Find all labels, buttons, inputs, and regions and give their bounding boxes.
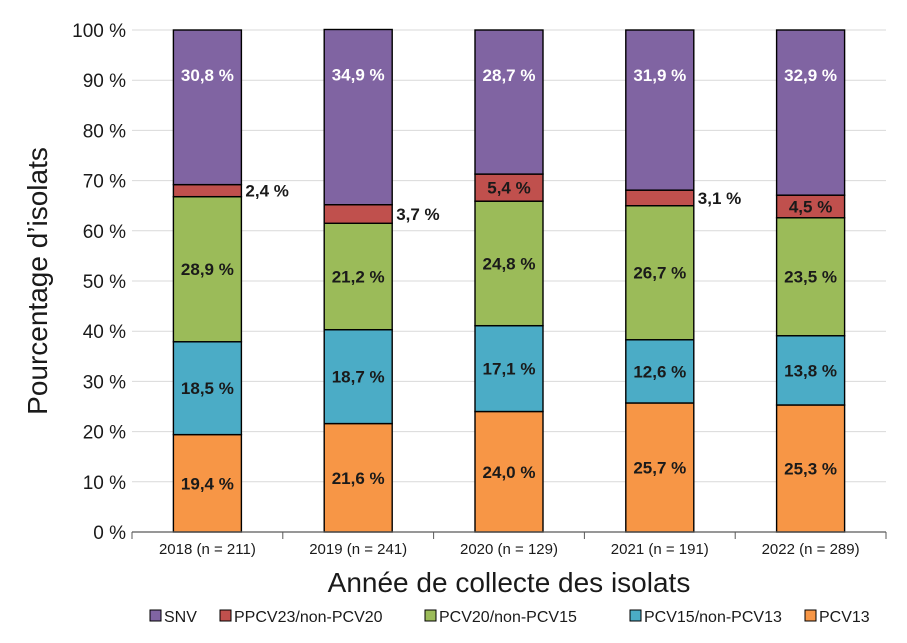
bar-segment <box>474 324 544 413</box>
data-label: 3,7 % <box>396 205 439 224</box>
x-tick-label: 2020 (n = 129) <box>460 541 558 558</box>
legend-label: PCV20/non-PCV15 <box>439 609 577 626</box>
y-tick-label: 20 % <box>83 423 126 444</box>
y-tick-label: 10 % <box>83 473 126 494</box>
bar-segment <box>323 328 393 425</box>
bar-segment <box>775 29 846 196</box>
bar-segment <box>323 422 393 533</box>
data-label: 25,3 % <box>784 459 837 478</box>
bar-segment <box>323 28 393 206</box>
bar-segment <box>775 404 846 533</box>
data-label: 25,7 % <box>633 458 686 477</box>
legend-swatch <box>804 609 817 622</box>
data-label: 3,1 % <box>698 189 741 208</box>
bar-segment <box>474 200 544 327</box>
data-label: 28,7 % <box>483 66 536 85</box>
bars: 19,4 % 18,5 % 28,9 % 2,4 % 30,8 % 21,6 % 18,7 … <box>172 28 846 533</box>
legend-swatch <box>149 609 162 622</box>
x-tick-label: 2018 (n = 211) <box>159 541 256 558</box>
data-label: 2,4 % <box>245 182 288 201</box>
data-label: 13,8 % <box>784 361 837 380</box>
data-label: 18,7 % <box>332 368 385 387</box>
bar-segment <box>775 335 846 406</box>
bar-segment <box>625 189 695 207</box>
bar-segment <box>172 341 243 436</box>
data-label: 23,5 % <box>784 268 837 287</box>
data-label: 34,9 % <box>332 65 385 84</box>
data-label: 12,6 % <box>633 362 686 381</box>
y-tick-label: 100 % <box>72 21 126 42</box>
legend-swatch <box>219 609 232 622</box>
y-tick-label: 70 % <box>83 172 126 193</box>
data-label: 5,4 % <box>487 179 530 198</box>
legend: SNV PPCV23/non-PCV20 PCV20/non-PCV15 PCV15/… <box>149 609 870 626</box>
x-tick-label: 2021 (n = 191) <box>611 541 709 558</box>
x-axis-title: Année de collecte des isolats <box>328 567 691 598</box>
y-tick-label: 30 % <box>83 372 126 393</box>
y-tick-label: 50 % <box>83 272 126 293</box>
data-label: 19,4 % <box>181 474 234 493</box>
data-label: 17,1 % <box>483 360 536 379</box>
y-axis-title: Pourcentage d’isolats <box>22 147 53 415</box>
legend-label: PCV13 <box>819 609 870 626</box>
y-tick-label: 60 % <box>83 222 126 243</box>
bar-segment <box>474 173 544 202</box>
y-tick-label: 40 % <box>83 322 126 343</box>
legend-label: PCV15/non-PCV13 <box>644 609 782 626</box>
data-label: 28,9 % <box>181 260 234 279</box>
y-tick-label: 80 % <box>83 121 126 142</box>
x-axis-ticks: 2018 (n = 211) 2019 (n = 241) 2020 (n = 12… <box>159 541 860 558</box>
y-axis-ticks: 0 % 10 % 20 % 30 % 40 % 50 % 60 % 70 % 80 % 90 % 1… <box>72 21 126 544</box>
data-label: 31,9 % <box>633 66 686 85</box>
x-tick-label: 2022 (n = 289) <box>762 541 860 558</box>
data-label: 21,2 % <box>332 267 385 286</box>
data-label: 4,5 % <box>789 197 832 216</box>
bar-segment <box>323 203 393 224</box>
data-label: 30,8 % <box>181 66 234 85</box>
bar-segment <box>474 29 544 175</box>
data-label: 24,8 % <box>483 254 536 273</box>
data-label: 24,0 % <box>483 463 536 482</box>
y-tick-label: 90 % <box>83 71 126 92</box>
data-label: 18,5 % <box>181 379 234 398</box>
data-label: 21,6 % <box>332 469 385 488</box>
legend-label: PPCV23/non-PCV20 <box>234 609 383 626</box>
bar-segment <box>172 29 243 186</box>
bar-segment <box>172 195 243 343</box>
bar-segment <box>625 339 695 404</box>
bar-segment <box>172 183 243 198</box>
bar-segment <box>625 402 695 533</box>
data-label: 32,9 % <box>784 66 837 85</box>
bar-segment <box>625 29 695 191</box>
legend-label: SNV <box>164 609 197 626</box>
bar-segment <box>323 222 393 331</box>
legend-swatch <box>629 609 642 622</box>
axes <box>131 531 887 539</box>
y-tick-label: 0 % <box>93 523 126 544</box>
x-tick-label: 2019 (n = 241) <box>309 541 407 558</box>
data-label: 26,7 % <box>633 264 686 283</box>
legend-swatch <box>424 609 437 622</box>
bar-segment <box>625 204 695 341</box>
